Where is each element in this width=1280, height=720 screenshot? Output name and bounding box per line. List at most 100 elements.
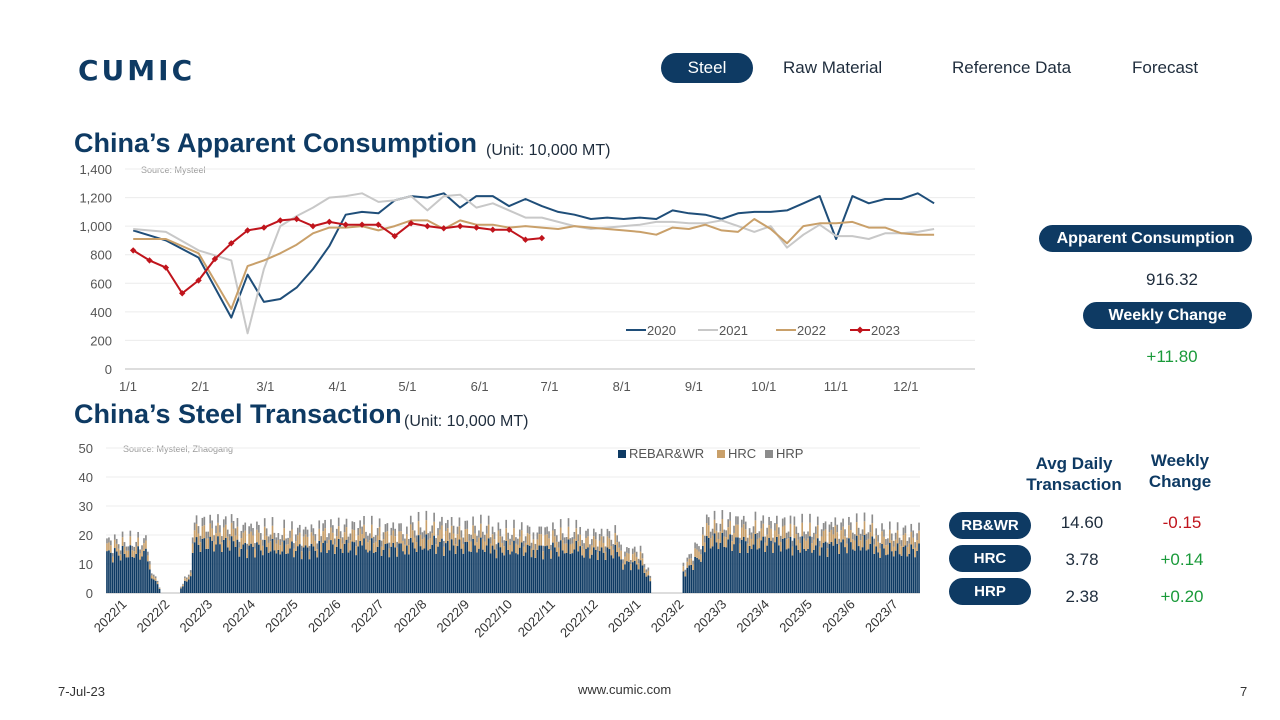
bar-rebar xyxy=(713,533,716,593)
bar-hrc xyxy=(851,539,854,550)
bar-rebar xyxy=(616,552,619,593)
bar-hrp xyxy=(682,562,685,567)
bar-rebar xyxy=(491,545,494,593)
tab-forecast[interactable]: Forecast xyxy=(1132,58,1199,77)
bar-rebar xyxy=(779,551,782,593)
bar-hrc xyxy=(591,545,593,555)
tab-raw-material[interactable]: Raw Material xyxy=(783,58,883,77)
tab-reference-data[interactable]: Reference Data xyxy=(952,58,1072,77)
bar-rebar xyxy=(369,550,371,593)
tab-steel[interactable]: Steel xyxy=(661,53,753,83)
bar-hrp xyxy=(503,540,506,547)
x-tick-label: 2022/12 xyxy=(557,597,601,641)
bar-hrc xyxy=(793,525,796,539)
bar-hrc xyxy=(330,527,332,541)
x-tick-label: 2022/3 xyxy=(177,597,216,636)
bar-rebar xyxy=(415,551,418,593)
bar-rebar xyxy=(581,555,583,593)
bar-hrp xyxy=(271,517,274,526)
bar-hrp xyxy=(538,526,541,535)
cumic-logo[interactable]: CUMIC xyxy=(78,54,196,87)
avg-daily-header-text: Avg Daily Transaction xyxy=(1026,454,1122,494)
bar-hrp xyxy=(626,547,628,553)
bar-rebar xyxy=(507,549,509,593)
bar-hrc xyxy=(587,536,589,548)
bar-hrc xyxy=(207,538,210,549)
bar-rebar xyxy=(450,539,453,593)
bar-rebar xyxy=(378,539,381,593)
bar-rebar xyxy=(534,557,537,593)
bar-rebar xyxy=(304,545,307,593)
bar-hrc xyxy=(509,544,511,555)
bar-hrc xyxy=(744,529,747,542)
bar-rebar xyxy=(135,553,138,593)
bar-rebar xyxy=(497,542,500,593)
legend-label: HRC xyxy=(728,446,756,461)
bar-hrc xyxy=(256,529,258,543)
bar-rebar xyxy=(505,540,508,593)
bar-rebar xyxy=(774,542,776,593)
bar-rebar xyxy=(347,552,350,593)
bar-rebar xyxy=(285,553,287,593)
bar-rebar xyxy=(472,538,474,593)
bar-hrc xyxy=(912,537,915,550)
bar-hrc xyxy=(754,520,757,534)
bar-hrc xyxy=(382,539,385,550)
bar-rebar xyxy=(108,550,110,593)
weekly-change-header-text: Weekly Change xyxy=(1148,451,1212,491)
bar-hrc xyxy=(351,529,354,542)
bar-hrc xyxy=(524,542,527,553)
bar-hrp xyxy=(427,533,430,540)
bar-hrc xyxy=(783,525,786,539)
bar-hrc xyxy=(394,536,397,548)
bar-rebar xyxy=(908,553,911,593)
bar-rebar xyxy=(626,561,628,593)
hrc-avg: 3.78 xyxy=(1065,550,1099,569)
bar-hrc xyxy=(298,532,301,545)
bar-hrc xyxy=(489,543,492,554)
y-tick-label: 40 xyxy=(79,470,93,485)
bar-hrp xyxy=(758,531,761,538)
bar-hrp xyxy=(879,542,881,549)
bar-rebar xyxy=(635,564,638,593)
bar-rebar xyxy=(629,570,632,593)
bar-hrc xyxy=(378,526,381,540)
bar-rebar xyxy=(382,549,385,593)
bar-rebar xyxy=(133,557,136,593)
bar-rebar xyxy=(898,554,901,593)
series-2023-point xyxy=(407,220,415,227)
bar-rebar xyxy=(289,548,291,593)
bar-rebar xyxy=(141,556,143,593)
bar-rebar xyxy=(437,546,439,593)
bar-rebar xyxy=(409,537,412,593)
bar-hrc xyxy=(474,533,476,546)
bar-hrc xyxy=(583,548,585,558)
bar-rebar xyxy=(240,548,243,593)
bar-hrc xyxy=(797,539,800,550)
bar-hrp xyxy=(400,523,402,532)
bar-hrp xyxy=(382,532,385,540)
bar-hrc xyxy=(526,533,529,545)
bar-hrc xyxy=(363,524,365,539)
x-tick-label: 2022/8 xyxy=(391,597,430,636)
bar-rebar xyxy=(279,554,282,593)
bar-hrp xyxy=(466,520,469,529)
bar-hrp xyxy=(308,545,311,552)
bar-hrc xyxy=(538,534,541,546)
bar-rebar xyxy=(429,549,432,593)
bar-hrp xyxy=(184,576,186,579)
bar-rebar xyxy=(859,550,862,593)
y-tick-label: 0 xyxy=(105,362,112,377)
bar-hrp xyxy=(185,577,188,580)
bar-rebar xyxy=(583,557,585,593)
footer-site[interactable]: www.cumic.com xyxy=(578,682,672,697)
row-label-hrc: HRC xyxy=(949,545,1031,572)
bar-rebar xyxy=(489,553,492,593)
bar-rebar xyxy=(511,551,513,593)
bar-rebar xyxy=(803,548,805,593)
bar-hrc xyxy=(141,549,143,557)
bar-hrp xyxy=(441,516,443,526)
bar-hrp xyxy=(585,530,587,539)
bar-hrc xyxy=(579,534,582,547)
bar-hrc xyxy=(571,543,574,554)
